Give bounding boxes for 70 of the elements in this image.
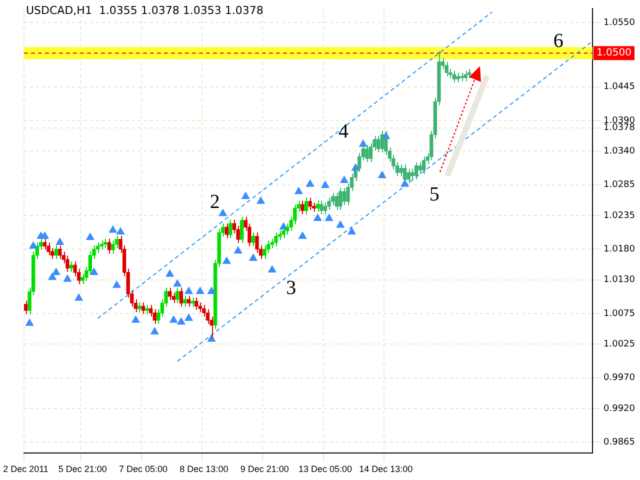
y-tick-label: 1.0075 [604,308,636,319]
y-tick-label: 0.9970 [604,373,636,384]
point [112,280,121,288]
point [325,214,333,222]
point [222,256,231,264]
point [314,214,322,222]
point [218,209,227,216]
point [378,171,386,178]
point [340,176,348,184]
y-tick-label: 1.0130 [604,275,636,286]
y-tick-label: 1.0340 [604,146,636,156]
point [86,233,94,240]
point [280,222,288,230]
y-tick-label: 1.0025 [604,339,636,350]
point [29,242,38,249]
annotation: 5 [429,183,440,206]
point [196,286,204,294]
point [249,254,258,261]
annotation: 2 [210,191,220,214]
x-tick-label: 8 Dec 13:00 [180,464,228,474]
ref-line-label: 1.0500 [596,48,632,59]
point [321,180,330,188]
point [298,232,306,239]
y-tick-label: 1.0180 [604,244,636,255]
point [359,140,368,147]
annotation: 4 [338,120,348,143]
point [170,316,178,323]
point [208,286,216,294]
x-tick-label: 13 Dec 05:00 [298,464,352,474]
annotation: 6 [553,30,564,52]
point [256,196,265,204]
annotation: 3 [286,276,296,299]
point [242,192,250,199]
y-tick-label: 1.0235 [604,210,636,221]
point [150,327,159,334]
x-tick-label: 14 Dec 13:00 [359,464,413,474]
point [74,294,83,301]
point [208,334,216,342]
y-tick-label: 0.9920 [604,404,636,414]
point [177,318,186,325]
point [166,270,174,277]
point [90,268,98,275]
point [116,228,124,235]
x-tick-label: 2 Dec 2011 [3,464,48,474]
point [48,272,56,280]
point [184,286,193,294]
point [40,232,49,239]
x-tick-label: 7 Dec 05:00 [119,464,168,474]
point [294,187,303,194]
y-tick-label: 1.0285 [604,180,636,190]
point [234,246,242,254]
point [173,280,182,287]
y-tick-label: 1.0378 [604,123,636,134]
point [348,228,356,235]
point [132,316,140,323]
point [184,314,193,321]
x-tick-label: 5 Dec 21:00 [58,464,107,474]
point [56,238,64,245]
point [268,266,276,273]
point [306,180,314,187]
y-tick-label: 1.0445 [604,82,636,92]
point [26,318,34,326]
point [108,226,117,233]
x-tick-label: 9 Dec 21:00 [240,464,289,474]
point [63,274,72,282]
point [52,268,60,275]
chart-title: USDCAD,H1 1.0355 1.0378 1.0353 1.0378 [26,4,264,17]
point [336,220,344,228]
y-tick-label: 0.9865 [604,438,636,448]
y-tick-label: 1.0550 [604,18,636,28]
